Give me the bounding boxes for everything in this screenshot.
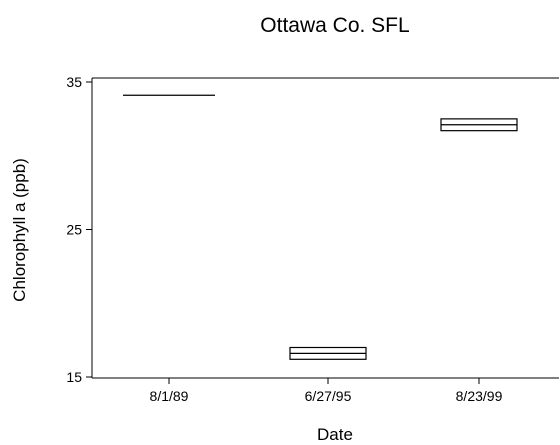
box-1 bbox=[289, 346, 367, 360]
chart-title: Ottawa Co. SFL bbox=[260, 14, 409, 37]
y-axis-label: Chlorophyll a (ppb) bbox=[10, 158, 29, 302]
x-axis-label: Date bbox=[317, 425, 353, 444]
x-tick-label-1: 6/27/95 bbox=[305, 388, 352, 404]
y-tick-label-35: 35 bbox=[66, 74, 82, 90]
y-tick-label-25: 25 bbox=[66, 222, 82, 238]
y-tick-label-15: 15 bbox=[66, 369, 82, 385]
boxes bbox=[123, 94, 518, 360]
box-2 bbox=[440, 118, 518, 132]
x-tick-label-2: 8/23/99 bbox=[456, 388, 503, 404]
axes: 15 25 35 8/1/89 6/27/95 8/23/99 bbox=[66, 74, 559, 404]
x-tick-label-0: 8/1/89 bbox=[150, 388, 189, 404]
